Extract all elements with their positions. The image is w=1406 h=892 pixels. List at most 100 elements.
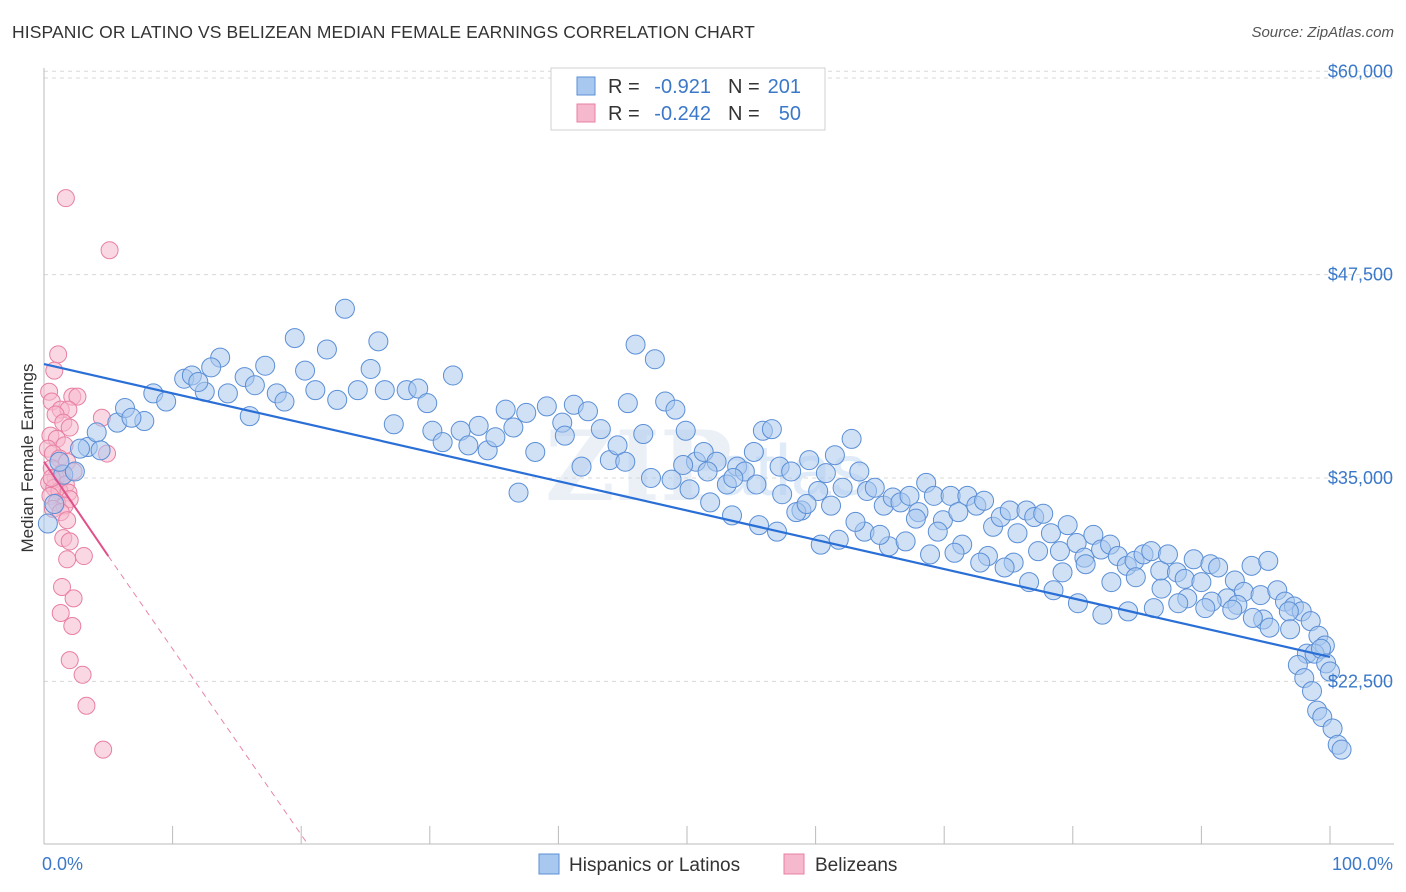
- belizean-point: [64, 589, 83, 608]
- hispanic-point: [633, 424, 654, 445]
- hispanic-point: [1125, 567, 1146, 588]
- hispanic-point: [554, 425, 575, 446]
- hispanic-point: [383, 414, 404, 435]
- hispanic-point: [274, 391, 295, 412]
- belizean-point: [60, 532, 79, 551]
- hispanic-point: [417, 393, 438, 414]
- hispanic-point: [432, 432, 453, 453]
- belizean-point: [74, 547, 93, 566]
- hispanic-point: [316, 339, 337, 360]
- hispanic-point: [700, 492, 721, 513]
- series-legend-label-pink[interactable]: Belizeans: [815, 855, 897, 876]
- hispanic-point: [1067, 593, 1088, 614]
- hispanic-point: [920, 544, 941, 565]
- hispanic-point: [90, 440, 111, 461]
- y-tick-label: $47,500: [1328, 265, 1393, 285]
- hispanic-point: [796, 493, 817, 514]
- hispanic-point: [468, 415, 489, 436]
- hispanic-point: [1075, 554, 1096, 575]
- hispanic-point: [305, 380, 326, 401]
- hispanic-point: [1007, 523, 1028, 544]
- hispanic-point: [679, 479, 700, 500]
- hispanic-point: [723, 467, 744, 488]
- hispanic-point: [746, 474, 767, 495]
- hispanic-point: [665, 399, 686, 420]
- hispanic-point: [1259, 617, 1280, 638]
- hispanic-point: [1168, 593, 1189, 614]
- hispanic-point: [295, 360, 316, 381]
- hispanic-point: [1250, 585, 1271, 606]
- stats-legend: R = -0.921 N = 201 R = -0.242 N = 50: [550, 67, 826, 131]
- legend-box: [550, 67, 826, 131]
- hispanic-point: [1222, 599, 1243, 620]
- hispanic-point: [1331, 739, 1352, 760]
- hispanic-point: [927, 521, 948, 542]
- hispanic-point: [360, 358, 381, 379]
- hispanic-point: [590, 419, 611, 440]
- belizeans-trend-extension: [107, 555, 309, 845]
- hispanic-point: [408, 378, 429, 399]
- legend-r-value: -0.242: [654, 103, 711, 125]
- series-legend-label-blue[interactable]: Hispanics or Latinos: [569, 855, 740, 876]
- hispanic-point: [994, 557, 1015, 578]
- hispanic-point: [772, 484, 793, 505]
- hispanic-point: [615, 451, 636, 472]
- legend-n-value: 50: [779, 103, 801, 125]
- x-tick-label-min: 0.0%: [42, 854, 83, 874]
- hispanic-point: [1242, 607, 1263, 628]
- y-tick-label: $35,000: [1328, 468, 1393, 488]
- hispanic-point: [999, 500, 1020, 521]
- hispanic-point: [442, 365, 463, 386]
- hispanic-point: [799, 450, 820, 471]
- hispanic-point: [743, 441, 764, 462]
- hispanic-point: [644, 349, 665, 370]
- hispanic-point: [1040, 523, 1061, 544]
- belizean-point: [100, 241, 119, 260]
- belizean-point: [94, 740, 113, 759]
- hispanic-point: [815, 463, 836, 484]
- hispanic-point: [64, 461, 85, 482]
- hispanic-point: [625, 334, 646, 355]
- hispanic-point: [217, 383, 238, 404]
- y-tick-labels: $22,500 $35,000 $47,500 $60,000: [1328, 61, 1393, 691]
- belizean-point: [77, 696, 96, 715]
- legend-n-label: N =: [728, 76, 760, 98]
- series-legend-swatch-pink[interactable]: [783, 853, 805, 875]
- hispanic-point: [525, 441, 546, 462]
- belizeans-trend-line: [43, 461, 110, 557]
- belizean-point: [53, 577, 72, 596]
- x-tick-labels: 0.0% 100.0%: [42, 854, 1393, 874]
- belizean-point: [56, 189, 75, 208]
- hispanic-point: [70, 438, 91, 459]
- belizean-point: [60, 651, 79, 670]
- series-legend-swatch-blue[interactable]: [538, 853, 560, 875]
- hispanic-point: [37, 513, 58, 534]
- belizean-point: [63, 617, 82, 636]
- hispanic-point: [923, 485, 944, 506]
- hispanic-point: [899, 485, 920, 506]
- hispanic-point: [1241, 555, 1262, 576]
- hispanic-point: [781, 461, 802, 482]
- hispanic-point: [1157, 544, 1178, 565]
- hispanic-point: [244, 375, 265, 396]
- hispanic-point: [697, 461, 718, 482]
- hispanic-point: [1301, 681, 1322, 702]
- hispanic-point: [849, 461, 870, 482]
- y-tick-label: $22,500: [1328, 671, 1393, 691]
- hispanic-point: [347, 380, 368, 401]
- hispanic-point: [824, 445, 845, 466]
- belizean-point: [58, 511, 77, 530]
- hispanic-point: [1141, 541, 1162, 562]
- y-tick-label: $60,000: [1328, 61, 1393, 81]
- hispanics-trend-line: [43, 363, 1331, 658]
- hispanic-point: [1208, 557, 1229, 578]
- hispanic-point: [810, 534, 831, 555]
- hispanic-point: [1092, 604, 1113, 625]
- y-axis-label: Median Female Earnings: [18, 364, 37, 553]
- hispanic-point: [516, 402, 537, 423]
- hispanic-point: [1183, 549, 1204, 570]
- hispanic-point: [1258, 550, 1279, 571]
- hispanic-point: [44, 493, 65, 514]
- hispanic-point: [327, 389, 348, 410]
- hispanic-point: [1049, 541, 1070, 562]
